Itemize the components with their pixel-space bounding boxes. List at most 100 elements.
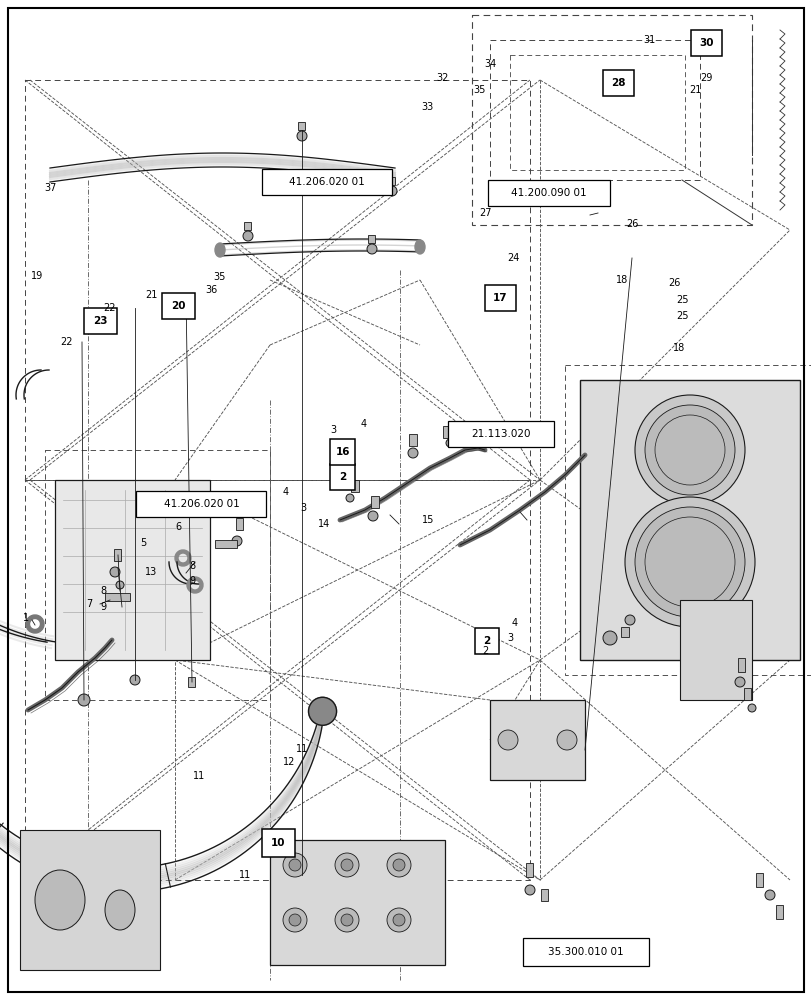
Text: 13: 13 <box>144 567 157 577</box>
Text: 26: 26 <box>625 219 638 229</box>
Bar <box>737 658 744 672</box>
Text: 14: 14 <box>317 519 330 529</box>
Text: 28: 28 <box>611 78 625 88</box>
Circle shape <box>387 908 410 932</box>
FancyBboxPatch shape <box>262 169 392 195</box>
Circle shape <box>734 677 744 687</box>
Text: 24: 24 <box>506 253 519 263</box>
Circle shape <box>624 615 634 625</box>
Bar <box>105 593 130 601</box>
Bar <box>489 700 584 780</box>
Text: 30: 30 <box>698 38 713 48</box>
Text: 35: 35 <box>212 272 225 282</box>
Bar <box>679 600 751 700</box>
Text: 22: 22 <box>103 303 116 313</box>
Circle shape <box>283 853 307 877</box>
Circle shape <box>116 581 124 589</box>
Bar <box>244 222 251 230</box>
FancyBboxPatch shape <box>690 30 721 56</box>
Text: 1: 1 <box>23 613 29 623</box>
Bar <box>215 540 237 548</box>
Circle shape <box>387 853 410 877</box>
Circle shape <box>387 186 397 196</box>
Bar <box>270 840 444 965</box>
Circle shape <box>190 490 200 500</box>
Text: 41.200.090 01: 41.200.090 01 <box>510 188 586 198</box>
Circle shape <box>109 567 120 577</box>
Bar <box>371 496 379 508</box>
Circle shape <box>341 859 353 871</box>
Bar <box>45 450 270 700</box>
Bar <box>55 480 210 660</box>
Bar <box>471 15 751 225</box>
Text: 41.206.020 01: 41.206.020 01 <box>289 177 365 187</box>
Text: 9: 9 <box>101 602 107 612</box>
Text: 22: 22 <box>60 337 73 347</box>
Circle shape <box>65 640 75 650</box>
Text: 6: 6 <box>175 522 182 532</box>
Bar <box>236 518 243 530</box>
Bar <box>541 889 547 901</box>
Text: 25: 25 <box>675 295 688 305</box>
FancyBboxPatch shape <box>484 285 515 311</box>
Circle shape <box>497 730 517 750</box>
FancyBboxPatch shape <box>136 491 266 517</box>
Text: 5: 5 <box>139 538 146 548</box>
Circle shape <box>556 730 577 750</box>
Text: 32: 32 <box>436 73 448 83</box>
Circle shape <box>130 675 139 685</box>
Circle shape <box>525 885 534 895</box>
Text: 11: 11 <box>192 771 205 781</box>
Circle shape <box>445 439 453 447</box>
Circle shape <box>335 853 358 877</box>
Text: 4: 4 <box>511 618 517 628</box>
Text: 2: 2 <box>339 472 345 482</box>
Ellipse shape <box>105 890 135 930</box>
FancyBboxPatch shape <box>603 70 633 96</box>
Text: 2: 2 <box>482 646 488 656</box>
Circle shape <box>190 640 200 650</box>
FancyBboxPatch shape <box>330 439 354 465</box>
Text: 7: 7 <box>86 599 92 609</box>
Text: 3: 3 <box>507 633 513 643</box>
Text: 20: 20 <box>171 301 186 311</box>
FancyBboxPatch shape <box>448 421 553 447</box>
FancyBboxPatch shape <box>262 829 294 857</box>
Text: 2: 2 <box>483 636 490 646</box>
Circle shape <box>367 511 378 521</box>
Circle shape <box>297 131 307 141</box>
Text: 34: 34 <box>483 59 496 69</box>
FancyBboxPatch shape <box>474 628 499 654</box>
Circle shape <box>634 507 744 617</box>
Circle shape <box>289 914 301 926</box>
Circle shape <box>242 231 253 241</box>
Circle shape <box>78 694 90 706</box>
Bar <box>409 434 417 446</box>
Circle shape <box>65 490 75 500</box>
Text: 16: 16 <box>335 447 350 457</box>
Text: 3: 3 <box>300 503 307 513</box>
Circle shape <box>603 631 616 645</box>
Circle shape <box>407 448 418 458</box>
FancyBboxPatch shape <box>162 293 195 319</box>
Text: 17: 17 <box>492 293 507 303</box>
Text: 37: 37 <box>44 183 57 193</box>
Text: 15: 15 <box>421 515 434 525</box>
Text: 8: 8 <box>189 561 195 571</box>
Circle shape <box>341 914 353 926</box>
Bar <box>25 480 530 880</box>
Text: 35.300.010 01: 35.300.010 01 <box>547 947 624 957</box>
Bar <box>489 40 699 180</box>
Text: 26: 26 <box>667 278 680 288</box>
Text: 11: 11 <box>295 744 308 754</box>
Bar <box>350 480 358 492</box>
Bar <box>579 380 799 660</box>
Text: 21.113.020: 21.113.020 <box>470 429 530 439</box>
Text: 25: 25 <box>675 311 688 321</box>
Bar <box>620 627 629 637</box>
Circle shape <box>747 704 755 712</box>
FancyBboxPatch shape <box>487 180 609 206</box>
Bar <box>388 177 395 185</box>
Circle shape <box>367 244 376 254</box>
Text: 27: 27 <box>478 208 491 218</box>
